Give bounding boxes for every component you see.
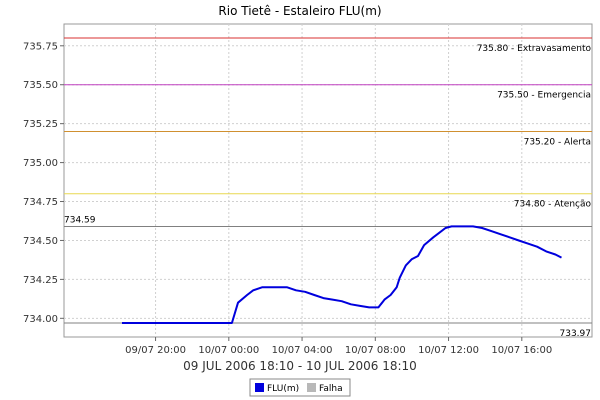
- reference-lines: 735.80 - Extravasamento 735.50 - Emergenc…: [64, 37, 592, 339]
- y-tick-label: 735.00: [23, 158, 58, 169]
- x-tick-label: 10/07 16:00: [491, 345, 552, 356]
- legend: FLU(m) Falha: [249, 378, 351, 397]
- y-tick-label: 734.50: [23, 236, 58, 247]
- reference-line-label: 734.80 - Atenção: [514, 200, 592, 210]
- series-layer: [122, 225, 562, 324]
- y-axis: 734.00 734.25 734.50 734.75 735.00 735.25 735.…: [23, 41, 64, 325]
- x-tick-label: 10/07 12:00: [418, 345, 479, 356]
- y-tick-label: 735.25: [23, 119, 58, 130]
- reference-line-label: 735.80 - Extravasamento: [477, 44, 592, 54]
- reference-line-label: 735.50 - Emergencia: [497, 91, 591, 101]
- series-line-flu: [122, 225, 562, 324]
- legend-swatch: [255, 383, 264, 392]
- y-tick-label: 734.75: [23, 197, 58, 208]
- y-tick-label: 735.50: [23, 80, 58, 91]
- legend-label: FLU(m): [267, 384, 299, 394]
- x-tick-label: 10/07 08:00: [345, 345, 406, 356]
- legend-box: [249, 378, 351, 397]
- x-tick-label: 10/07 04:00: [272, 345, 333, 356]
- x-axis-title: 09 JUL 2006 18:10 - 10 JUL 2006 18:10: [183, 359, 417, 373]
- reference-line-label: 734.59: [64, 215, 96, 225]
- reference-line-label: 735.20 - Alerta: [524, 137, 591, 147]
- reference-line-label: 733.97: [560, 329, 592, 339]
- chart-title: Rio Tietê - Estaleiro FLU(m): [218, 4, 381, 18]
- legend-label: Falha: [319, 384, 343, 394]
- x-tick-label: 10/07 00:00: [198, 345, 259, 356]
- x-tick-label: 09/07 20:00: [125, 345, 186, 356]
- legend-swatch: [307, 383, 316, 392]
- x-axis: 09/07 20:00 10/07 00:00 10/07 04:00 10/07 0…: [125, 337, 552, 356]
- grid-layer: [64, 24, 592, 337]
- y-tick-label: 735.75: [23, 41, 58, 52]
- y-tick-label: 734.25: [23, 275, 58, 286]
- y-tick-label: 734.00: [23, 314, 58, 325]
- plot-area: [63, 23, 593, 338]
